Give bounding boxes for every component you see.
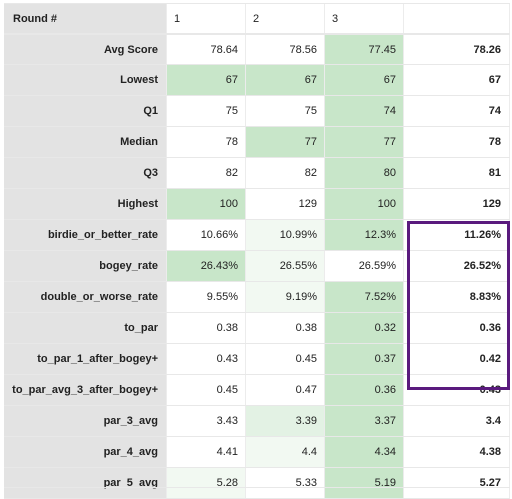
- row-label: par_4_avg: [4, 437, 167, 467]
- table-row: to_par_avg_3_after_bogey+ 0.45 0.47 0.36 0.4…: [4, 375, 510, 406]
- row-label: double_or_worse_rate: [4, 282, 167, 312]
- total-value: 0.43: [404, 375, 510, 405]
- total-value: 11.26%: [404, 220, 510, 250]
- total-header: [404, 4, 510, 33]
- round-3-value: 5.19: [325, 468, 404, 498]
- row-label: Q1: [4, 96, 167, 126]
- round-1-value: 5.28: [167, 468, 246, 498]
- round-1-value: 26.43%: [167, 251, 246, 281]
- total-value: 0.42: [404, 344, 510, 374]
- round-3-value: 77: [325, 127, 404, 157]
- round-1-value: 9.55%: [167, 282, 246, 312]
- round-2-value: 0.47: [246, 375, 325, 405]
- total-value: 67: [404, 65, 510, 95]
- table-row: Lowest 67 67 67 67: [4, 65, 510, 96]
- round-3-value: 12.3%: [325, 220, 404, 250]
- round-2-value: 67: [246, 65, 325, 95]
- round-3-value: 80: [325, 158, 404, 188]
- round-3-value: 3.37: [325, 406, 404, 436]
- row-label: Median: [4, 127, 167, 157]
- round-header-3[interactable]: 3: [325, 4, 404, 33]
- round-3-value: 26.59%: [325, 251, 404, 281]
- round-3-value: 7.52%: [325, 282, 404, 312]
- header-row: Round # 1 2 3: [4, 3, 510, 34]
- table-row: to_par 0.38 0.38 0.32 0.36: [4, 313, 510, 344]
- round-3-value: 0.36: [325, 375, 404, 405]
- round-3-value: 74: [325, 96, 404, 126]
- round-3-value: 77.45: [325, 35, 404, 64]
- row-label: bogey_rate: [4, 251, 167, 281]
- row-label: to_par: [4, 313, 167, 343]
- round-2-value: 82: [246, 158, 325, 188]
- round-1-value: 78.64: [167, 35, 246, 64]
- table-row: Median 78 77 77 78: [4, 127, 510, 158]
- round-2-value: 77: [246, 127, 325, 157]
- round-2-value: 0.38: [246, 313, 325, 343]
- total-value: 78.26: [404, 35, 510, 64]
- round-1-value: 82: [167, 158, 246, 188]
- table-row: Avg Score 78.64 78.56 77.45 78.26: [4, 34, 510, 65]
- round-3-value: 67: [325, 65, 404, 95]
- total-value: 0.36: [404, 313, 510, 343]
- total-value: 129: [404, 189, 510, 219]
- table-row: par_5_avg 5.28 5.33 5.19 5.27: [4, 468, 510, 499]
- round-3-value: 4.34: [325, 437, 404, 467]
- round-1-value: 100: [167, 189, 246, 219]
- total-value: 78: [404, 127, 510, 157]
- round-1-value: 67: [167, 65, 246, 95]
- table-row: Q1 75 75 74 74: [4, 96, 510, 127]
- row-label: Q3: [4, 158, 167, 188]
- header-label: Round #: [4, 4, 167, 33]
- round-1-value: 75: [167, 96, 246, 126]
- row-label: to_par_avg_3_after_bogey+: [4, 375, 167, 405]
- table-row: double_or_worse_rate 9.55% 9.19% 7.52% 8.83%: [4, 282, 510, 313]
- total-value: 8.83%: [404, 282, 510, 312]
- round-header-2[interactable]: 2: [246, 4, 325, 33]
- round-3-value: 0.32: [325, 313, 404, 343]
- total-value: 74: [404, 96, 510, 126]
- round-3-value: 0.37: [325, 344, 404, 374]
- round-header-1[interactable]: 1: [167, 4, 246, 33]
- table-row: Highest 100 129 100 129: [4, 189, 510, 220]
- total-value: 26.52%: [404, 251, 510, 281]
- table-row: Q3 82 82 80 81: [4, 158, 510, 189]
- stats-table: Round # 1 2 3 Avg Score 78.64 78.56 77.45 78…: [4, 3, 510, 499]
- table-bottom-border: [4, 487, 510, 488]
- table-row: bogey_rate 26.43% 26.55% 26.59% 26.52%: [4, 251, 510, 282]
- table-row: par_3_avg 3.43 3.39 3.37 3.4: [4, 406, 510, 437]
- round-1-value: 10.66%: [167, 220, 246, 250]
- round-2-value: 3.39: [246, 406, 325, 436]
- row-label: Avg Score: [4, 35, 167, 64]
- table-row: par_4_avg 4.41 4.4 4.34 4.38: [4, 437, 510, 468]
- round-2-value: 26.55%: [246, 251, 325, 281]
- row-label: Highest: [4, 189, 167, 219]
- round-2-value: 4.4: [246, 437, 325, 467]
- table-row: birdie_or_better_rate 10.66% 10.99% 12.3% 11…: [4, 220, 510, 251]
- round-2-value: 75: [246, 96, 325, 126]
- row-label: birdie_or_better_rate: [4, 220, 167, 250]
- row-label: par_5_avg: [4, 468, 167, 498]
- round-2-value: 0.45: [246, 344, 325, 374]
- round-2-value: 78.56: [246, 35, 325, 64]
- total-value: 3.4: [404, 406, 510, 436]
- total-value: 4.38: [404, 437, 510, 467]
- row-label: to_par_1_after_bogey+: [4, 344, 167, 374]
- total-value: 81: [404, 158, 510, 188]
- round-1-value: 0.45: [167, 375, 246, 405]
- total-value: 5.27: [404, 468, 510, 498]
- round-1-value: 78: [167, 127, 246, 157]
- round-2-value: 9.19%: [246, 282, 325, 312]
- round-1-value: 3.43: [167, 406, 246, 436]
- table-row: to_par_1_after_bogey+ 0.43 0.45 0.37 0.42: [4, 344, 510, 375]
- round-1-value: 0.38: [167, 313, 246, 343]
- round-2-value: 129: [246, 189, 325, 219]
- round-1-value: 0.43: [167, 344, 246, 374]
- round-3-value: 100: [325, 189, 404, 219]
- row-label: par_3_avg: [4, 406, 167, 436]
- round-2-value: 10.99%: [246, 220, 325, 250]
- round-2-value: 5.33: [246, 468, 325, 498]
- round-1-value: 4.41: [167, 437, 246, 467]
- row-label: Lowest: [4, 65, 167, 95]
